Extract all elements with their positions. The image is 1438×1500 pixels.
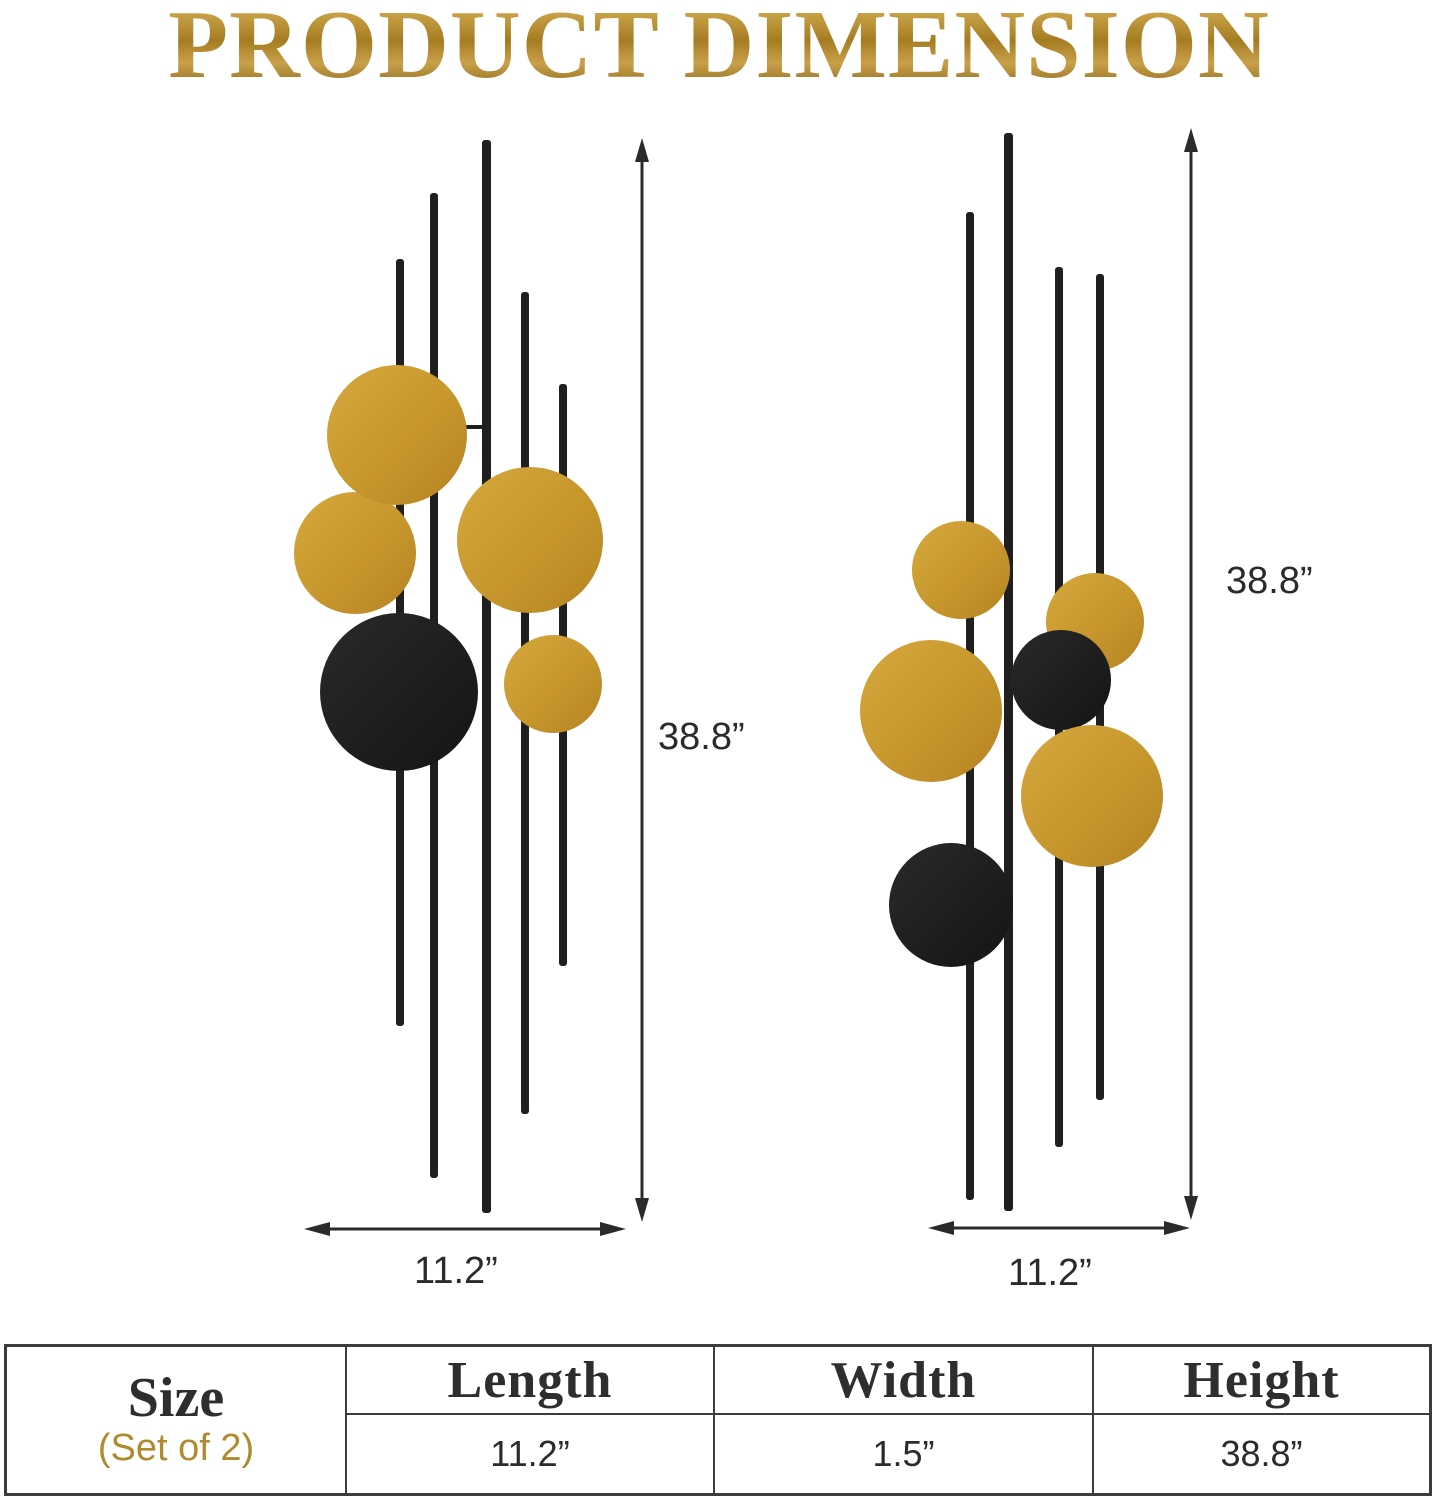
left-wall-art xyxy=(294,140,603,1213)
left-width-label: 11.2” xyxy=(414,1250,498,1292)
size-table: Size (Set of 2) Length Width Height 11.2… xyxy=(4,1344,1432,1496)
size-label: Size xyxy=(127,1367,225,1429)
size-row-header: Size (Set of 2) xyxy=(7,1347,345,1493)
right-wall-art xyxy=(860,133,1163,1211)
left-height-arrow xyxy=(635,138,649,1222)
right-height-label: 38.8” xyxy=(1226,560,1313,602)
height-value: 38.8” xyxy=(1220,1433,1303,1474)
right-width-arrow xyxy=(928,1221,1190,1235)
width-value: 1.5” xyxy=(872,1433,935,1474)
set-count-label: (Set of 2) xyxy=(97,1427,255,1469)
right-height-arrow xyxy=(1184,128,1198,1220)
height-header: Height xyxy=(1183,1351,1340,1409)
right-width-label: 11.2” xyxy=(1008,1252,1092,1294)
left-height-label: 38.8” xyxy=(658,716,745,758)
width-header: Width xyxy=(830,1351,977,1409)
left-width-arrow xyxy=(304,1222,626,1236)
length-value: 11.2” xyxy=(490,1433,570,1474)
page-title: PRODUCT DIMENSION xyxy=(0,0,1438,94)
length-header: Length xyxy=(447,1351,613,1409)
product-illustration xyxy=(294,128,1198,1236)
